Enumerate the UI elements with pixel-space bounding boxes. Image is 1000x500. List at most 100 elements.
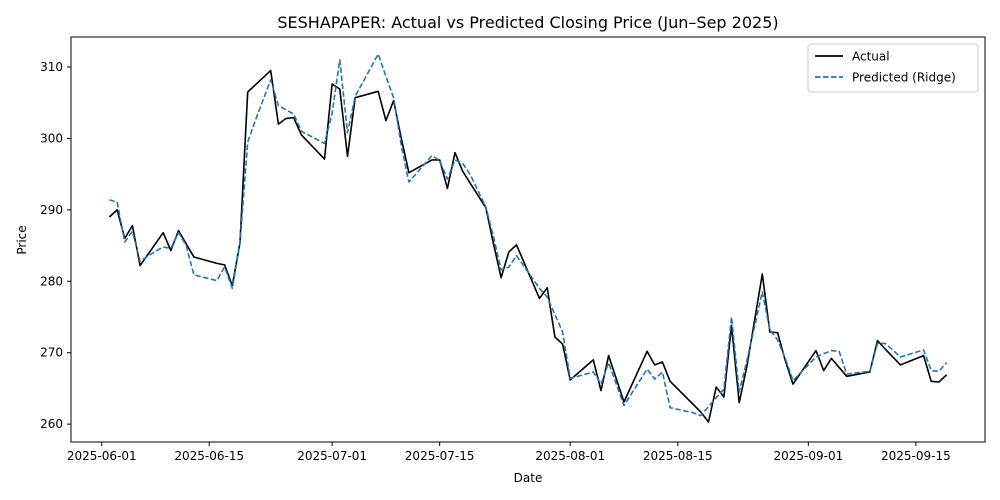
- data-point: [270, 69, 272, 71]
- data-point: [223, 266, 225, 268]
- data-point: [769, 329, 771, 331]
- data-point: [945, 362, 947, 364]
- data-point: [792, 379, 794, 381]
- data-point: [723, 396, 725, 398]
- data-point: [469, 174, 471, 176]
- data-point: [346, 155, 348, 157]
- data-point: [408, 172, 410, 174]
- data-point: [162, 246, 164, 248]
- y-tick-label: 280: [40, 274, 63, 288]
- data-point: [346, 132, 348, 134]
- data-point: [270, 79, 272, 81]
- data-point: [216, 262, 218, 264]
- data-point: [354, 95, 356, 97]
- data-point: [193, 256, 195, 258]
- data-point: [500, 277, 502, 279]
- data-point: [139, 264, 141, 266]
- y-axis-label: Price: [15, 225, 29, 254]
- data-point: [715, 386, 717, 388]
- data-point: [400, 144, 402, 146]
- data-point: [185, 244, 187, 246]
- y-tick-label: 300: [40, 131, 63, 145]
- series-line-predicted: [109, 53, 948, 417]
- data-point: [876, 339, 878, 341]
- data-point: [546, 287, 548, 289]
- data-point: [515, 254, 517, 256]
- data-point: [177, 232, 179, 234]
- data-point: [930, 380, 932, 382]
- data-point: [646, 350, 648, 352]
- data-point: [546, 296, 548, 298]
- data-point: [607, 362, 609, 364]
- data-point: [707, 421, 709, 423]
- x-tick-label: 2025-08-01: [535, 449, 605, 463]
- data-point: [300, 134, 302, 136]
- data-point: [761, 291, 763, 293]
- y-axis-ticks: 260 270 280 290 300 310: [40, 60, 71, 431]
- data-point: [247, 141, 249, 143]
- data-point: [154, 250, 156, 252]
- data-point: [830, 349, 832, 351]
- data-point: [607, 354, 609, 356]
- data-point: [846, 373, 848, 375]
- data-point: [239, 242, 241, 244]
- data-point: [922, 349, 924, 351]
- data-point: [884, 342, 886, 344]
- data-point: [838, 350, 840, 352]
- data-point: [792, 383, 794, 385]
- series-line-actual: [108, 69, 948, 423]
- data-point: [216, 279, 218, 281]
- x-tick-label: 2025-08-15: [643, 449, 713, 463]
- y-tick-label: 270: [40, 346, 63, 360]
- series-points-predicted: [108, 53, 948, 417]
- x-tick-label: 2025-07-01: [297, 449, 367, 463]
- data-point: [177, 229, 179, 231]
- axes-frame: [70, 36, 986, 443]
- data-point: [485, 206, 487, 208]
- data-point: [508, 266, 510, 268]
- data-point: [669, 407, 671, 409]
- data-point: [700, 411, 702, 413]
- data-point: [815, 356, 817, 358]
- data-point: [600, 389, 602, 391]
- data-point: [223, 264, 225, 266]
- data-point: [400, 137, 402, 139]
- series-lines: [108, 53, 948, 423]
- data-point: [669, 380, 671, 382]
- data-point: [116, 201, 118, 203]
- data-point: [323, 158, 325, 160]
- data-point: [454, 152, 456, 154]
- data-point: [162, 232, 164, 234]
- legend-box: [807, 43, 979, 93]
- data-point: [930, 369, 932, 371]
- data-point: [869, 370, 871, 372]
- data-point: [170, 249, 172, 251]
- data-point: [661, 371, 663, 373]
- data-point: [738, 402, 740, 404]
- data-point: [462, 162, 464, 164]
- x-tick-label: 2025-06-01: [67, 449, 137, 463]
- x-tick-label: 2025-09-15: [881, 449, 951, 463]
- data-point: [116, 209, 118, 211]
- data-point: [431, 154, 433, 156]
- data-point: [922, 354, 924, 356]
- legend-label-predicted: Predicted (Ridge): [852, 71, 956, 85]
- data-point: [538, 287, 540, 289]
- series-points-actual: [108, 69, 948, 423]
- data-point: [231, 287, 233, 289]
- data-point: [293, 113, 295, 115]
- legend: Actual Predicted (Ridge): [807, 43, 979, 93]
- data-point: [331, 83, 333, 85]
- data-point: [692, 412, 694, 414]
- data-point: [776, 339, 778, 341]
- data-point: [462, 170, 464, 172]
- x-axis-ticks: 2025-06-01 2025-06-15 2025-07-01 2025-07-15…: [67, 442, 951, 463]
- data-point: [776, 332, 778, 334]
- y-tick-label: 290: [40, 203, 63, 217]
- data-point: [392, 97, 394, 99]
- data-point: [108, 216, 110, 218]
- data-point: [561, 331, 563, 333]
- data-point: [508, 251, 510, 253]
- data-point: [446, 178, 448, 180]
- data-point: [700, 414, 702, 416]
